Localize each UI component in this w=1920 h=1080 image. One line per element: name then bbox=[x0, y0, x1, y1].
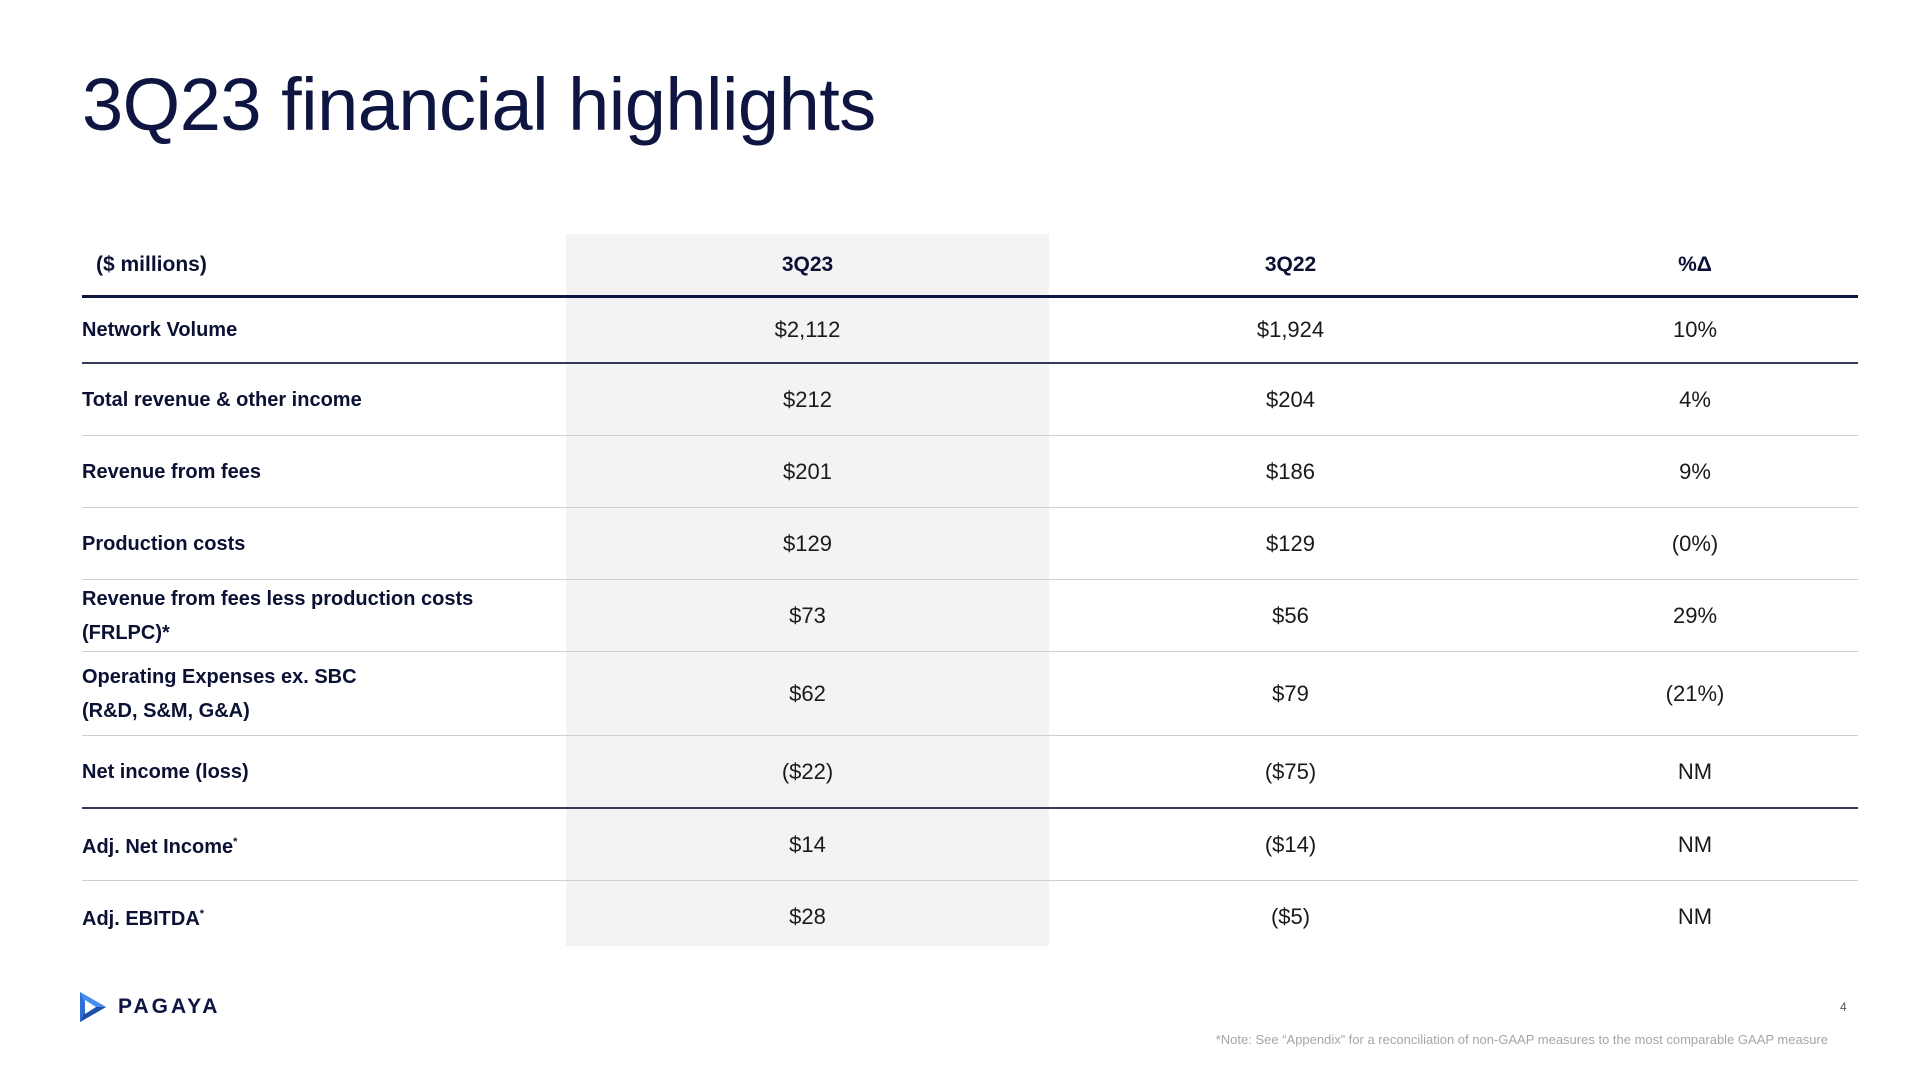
value-3q22: $204 bbox=[1049, 363, 1532, 436]
footnote: *Note: See “Appendix” for a reconciliati… bbox=[1215, 1032, 1828, 1047]
row-label-line-2: (R&D, S&M, G&A) bbox=[82, 699, 250, 722]
row-label: Network Volume bbox=[82, 296, 566, 364]
value-3q22: ($5) bbox=[1270, 903, 1311, 929]
table-row: Production costs $129 $129 (0%) bbox=[82, 507, 1858, 580]
value-change: 4% bbox=[1532, 363, 1858, 436]
pagaya-logo: PAGAYA bbox=[78, 990, 220, 1024]
value-3q22: $56 bbox=[1049, 579, 1532, 652]
value-change: 10% bbox=[1532, 296, 1858, 364]
row-label: Adj. Net Income* bbox=[82, 808, 566, 881]
value-change: (21%) bbox=[1532, 651, 1858, 736]
table-row: Revenue from fees $201 $186 9% bbox=[82, 435, 1858, 508]
value-change: 29% bbox=[1532, 579, 1858, 652]
table-row: Adj. EBITDA* $28 ($5) NM bbox=[82, 881, 1858, 953]
table-row: Total revenue & other income $212 $204 4… bbox=[82, 363, 1858, 436]
row-label: Net income (loss) bbox=[82, 735, 566, 809]
pagaya-play-icon bbox=[80, 992, 106, 1022]
table-row: Adj. Net Income* $14 ($14) NM bbox=[82, 808, 1858, 881]
table-row: Revenue from fees less production costs … bbox=[82, 579, 1858, 652]
table-row: Operating Expenses ex. SBC (R&D, S&M, G&… bbox=[82, 651, 1858, 736]
row-label: Revenue from fees bbox=[82, 435, 566, 508]
header-percent-change: %Δ bbox=[1532, 234, 1858, 298]
row-label: Total revenue & other income bbox=[82, 363, 566, 436]
logo-wordmark: PAGAYA bbox=[118, 995, 221, 1018]
row-label: Revenue from fees less production costs … bbox=[82, 579, 566, 652]
value-3q22: $79 bbox=[1049, 651, 1532, 736]
header-3q22: 3Q22 bbox=[1049, 234, 1532, 298]
value-3q23: $2,112 bbox=[566, 296, 1049, 364]
row-label: Production costs bbox=[82, 507, 566, 580]
value-3q22: $1,924 bbox=[1049, 296, 1532, 364]
value-3q23: $28 bbox=[789, 903, 826, 929]
financial-highlights-table: ($ millions) 3Q23 3Q22 %Δ Network Volume… bbox=[82, 234, 1858, 946]
table-row: Net income (loss) ($22) ($75) NM bbox=[82, 735, 1858, 809]
table-header-row: ($ millions) 3Q23 3Q22 %Δ bbox=[82, 234, 1858, 298]
footnote-marker: * bbox=[233, 836, 238, 848]
value-3q23: $212 bbox=[566, 363, 1049, 436]
table-row: Network Volume $2,112 $1,924 10% bbox=[82, 296, 1858, 364]
footnote-marker: * bbox=[199, 908, 205, 920]
header-3q23: 3Q23 bbox=[566, 234, 1049, 298]
value-change: NM bbox=[1532, 735, 1858, 809]
page-number: 4 bbox=[1840, 1000, 1847, 1014]
value-3q23: $201 bbox=[566, 435, 1049, 508]
row-label: Operating Expenses ex. SBC (R&D, S&M, G&… bbox=[82, 651, 566, 736]
value-3q23: $14 bbox=[566, 808, 1049, 881]
row-label-text: Adj. EBITDA bbox=[82, 908, 200, 930]
value-3q22: ($14) bbox=[1049, 808, 1532, 881]
value-3q22: $186 bbox=[1049, 435, 1532, 508]
header-units: ($ millions) bbox=[82, 234, 566, 298]
value-3q23: ($22) bbox=[566, 735, 1049, 809]
value-3q23: $73 bbox=[566, 579, 1049, 652]
row-label-text: Adj. Net Income bbox=[82, 836, 234, 858]
value-change: NM bbox=[1677, 903, 1713, 929]
value-change: (0%) bbox=[1532, 507, 1858, 580]
value-3q22: ($75) bbox=[1049, 735, 1532, 809]
row-label-line-1: Operating Expenses ex. SBC bbox=[82, 665, 357, 688]
value-change: 9% bbox=[1532, 435, 1858, 508]
slide-title: 3Q23 financial highlights bbox=[82, 63, 876, 146]
value-3q22: $129 bbox=[1049, 507, 1532, 580]
value-change: NM bbox=[1532, 808, 1858, 881]
value-3q23: $62 bbox=[566, 651, 1049, 736]
value-3q23: $129 bbox=[566, 507, 1049, 580]
row-label: Adj. EBITDA* bbox=[82, 881, 566, 953]
